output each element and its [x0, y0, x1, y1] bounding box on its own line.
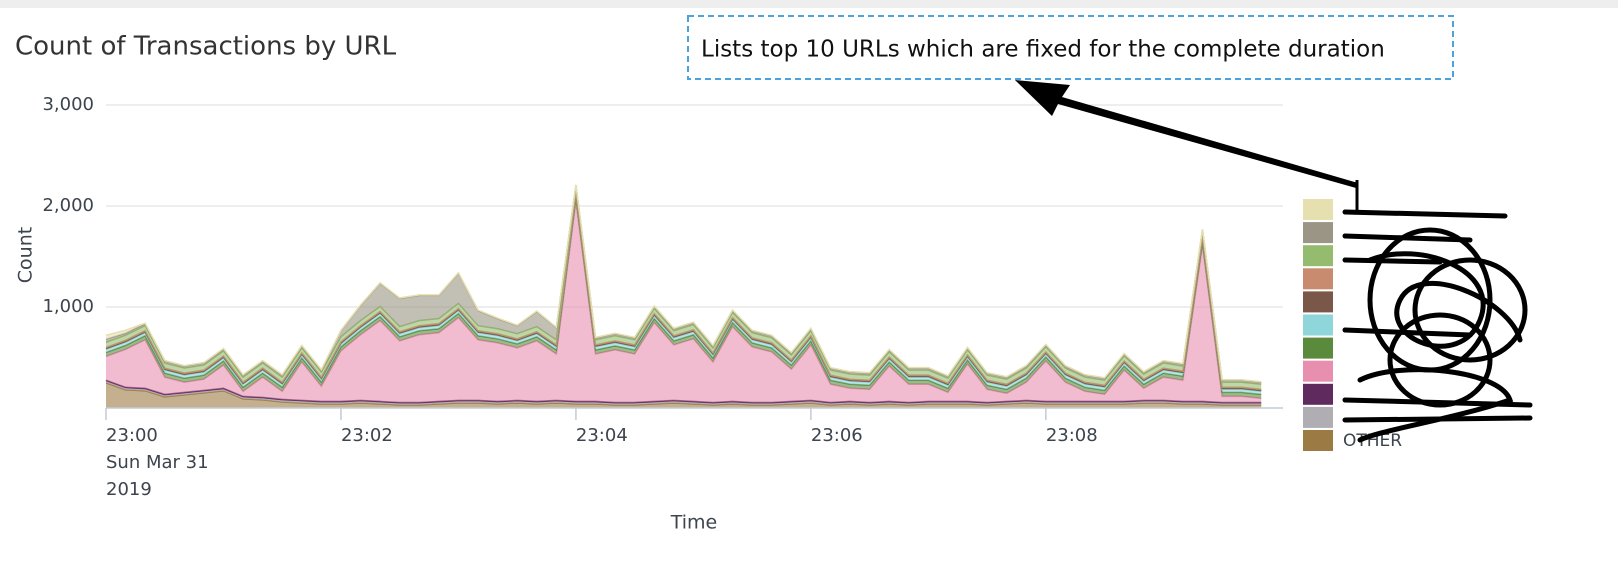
legend-label: OTHER — [1343, 431, 1402, 451]
legend-swatch — [1303, 291, 1333, 313]
area — [106, 382, 1262, 408]
arrow — [1015, 80, 1359, 210]
legend-swatch — [1303, 222, 1333, 244]
redaction-scribbles — [1342, 209, 1533, 443]
x-tick-label: 23:04 — [576, 425, 628, 446]
x-tick-label: 23:06 — [811, 425, 863, 446]
annotation-box — [687, 15, 1454, 80]
area — [106, 201, 1262, 403]
chart-title: Count of Transactions by URL — [15, 32, 397, 62]
legend-swatch — [1303, 199, 1333, 220]
area-edge — [105, 184, 1262, 383]
legend-swatch — [1303, 314, 1333, 336]
legend-swatch — [1303, 268, 1333, 290]
y-tick-label: 2,000 — [42, 195, 94, 216]
legend: OTHER — [1303, 199, 1402, 451]
date-label: 2019 — [106, 479, 152, 500]
legend-swatch — [1303, 337, 1333, 359]
legend-swatch — [1303, 245, 1333, 267]
top-bar — [0, 0, 1618, 8]
x-tick-label: 23:08 — [1046, 425, 1098, 446]
y-axis-title: Count — [15, 227, 37, 283]
legend-swatch — [1303, 430, 1333, 451]
area — [106, 381, 1262, 405]
x-tick-label: 23:00 — [106, 425, 158, 446]
legend-swatch — [1303, 406, 1333, 428]
legend-swatch — [1303, 383, 1333, 405]
annotation: Lists top 10 URLs which are fixed for th… — [701, 37, 1385, 63]
x-tick-label: 23:02 — [341, 425, 393, 446]
y-tick-label: 1,000 — [42, 296, 94, 317]
plot-area — [105, 104, 1283, 420]
legend-swatch — [1303, 360, 1333, 382]
date-label: Sun Mar 31 — [106, 452, 209, 473]
x-axis-title: Time — [670, 512, 718, 534]
y-tick-label: 3,000 — [42, 94, 94, 115]
